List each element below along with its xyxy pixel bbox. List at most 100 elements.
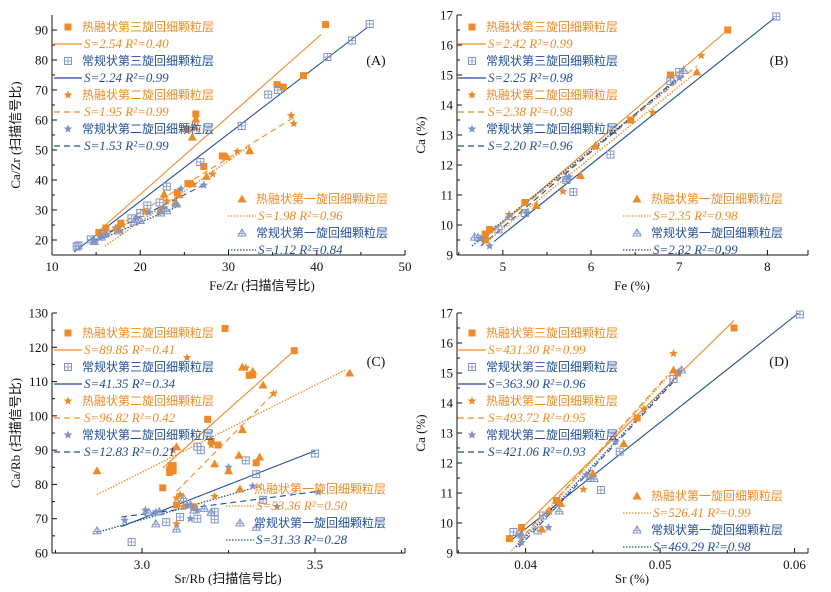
legend-entry: 常规状第一旋回细颗粒层 S=1.12 R²=0.84 <box>228 225 388 257</box>
y-tick-label: 16 <box>440 38 454 53</box>
data-point-cross <box>92 526 101 534</box>
y-tick-label: 10 <box>440 516 453 531</box>
legend-entry: 热融状第二旋回细颗粒层 S=96.82 R²=0.42 <box>54 393 214 425</box>
data-point <box>521 199 529 206</box>
data-point-cross <box>633 526 641 533</box>
data-point <box>258 380 268 389</box>
data-point <box>172 442 182 451</box>
x-tick-label: 10 <box>46 259 59 274</box>
x-tick-label: 5 <box>500 259 507 274</box>
data-point <box>95 229 103 236</box>
legend-entry: 热融状第一旋回细颗粒层 S=53.36 R²=0.50 <box>226 481 386 513</box>
legend-entry: 常规状第三旋回细颗粒层 S=2.25 R²=0.98 <box>458 53 618 85</box>
fit-line <box>73 26 369 253</box>
legend-entry: 热融状第二旋回细颗粒层 S=1.95 R²=0.99 <box>54 87 214 119</box>
legend-entry: 常规状第一旋回细颗粒层 S=31.33 R²=0.28 <box>226 515 386 547</box>
panel-label: (C) <box>367 355 386 370</box>
legend-label: 常规状第一旋回细颗粒层 <box>651 225 783 240</box>
data-point <box>182 353 192 362</box>
legend-label: 热融状第一旋回细颗粒层 <box>651 191 783 206</box>
data-point-cross <box>136 216 145 224</box>
legend-label: 常规状第一旋回细颗粒层 <box>254 515 386 530</box>
data-point-cross <box>172 525 181 532</box>
data-point-cross <box>156 209 165 216</box>
data-point-cross <box>176 513 184 521</box>
x-axis-title: Fe/Zr (扫描信号比) <box>209 278 315 293</box>
legend-label: 常规状第二旋回细颗粒层 <box>486 121 618 136</box>
data-point-cross <box>207 508 216 516</box>
legend-stat: S=469.29 R²=0.98 <box>653 539 751 554</box>
data-point-cross <box>200 504 209 512</box>
y-tick-label: 100 <box>29 408 49 423</box>
data-point-cross <box>115 227 124 234</box>
series-points <box>494 12 781 234</box>
x-tick-label: 0.05 <box>649 557 672 572</box>
data-point <box>63 90 73 99</box>
data-point <box>174 190 184 199</box>
data-point <box>553 497 561 504</box>
data-point <box>237 362 247 371</box>
y-tick-label: 50 <box>35 143 48 158</box>
data-point <box>165 461 175 470</box>
data-point-cross <box>162 518 170 526</box>
data-point <box>222 152 232 161</box>
plot-area <box>72 20 374 253</box>
data-point-cross <box>562 174 571 182</box>
series-points <box>537 365 679 533</box>
data-point-cross <box>238 229 246 236</box>
data-point <box>537 524 547 533</box>
data-point <box>619 439 629 447</box>
data-point <box>192 110 200 118</box>
data-point-cross <box>156 199 164 206</box>
data-point <box>141 505 150 514</box>
fit-line <box>518 375 668 542</box>
series-points <box>531 67 702 209</box>
data-point <box>579 484 588 493</box>
y-tick-label: 70 <box>35 511 48 526</box>
data-point-cross <box>311 450 319 458</box>
y-axis-title: Ca/Rb (扫描信号比) <box>8 378 23 488</box>
legend-label: 热融状第二旋回细颗粒层 <box>82 87 214 102</box>
y-tick-label: 9 <box>447 546 454 561</box>
fit-line <box>508 369 675 553</box>
y-tick-label: 15 <box>440 68 453 83</box>
data-point <box>199 180 209 189</box>
y-tick-label: 30 <box>35 203 48 218</box>
data-point-cross <box>193 515 201 523</box>
data-point <box>224 466 233 475</box>
y-tick-label: 90 <box>35 443 48 458</box>
legend-label: 常规状第三旋回细颗粒层 <box>82 359 214 374</box>
legend-label: 热融状第三旋回细颗粒层 <box>82 325 214 340</box>
data-point <box>64 23 72 31</box>
legend-label: 常规状第二旋回细颗粒层 <box>82 427 214 442</box>
data-point-cross <box>366 20 374 28</box>
data-point <box>237 425 247 434</box>
data-point-cross <box>211 515 219 523</box>
y-tick-label: 9 <box>447 248 454 263</box>
data-point-cross <box>772 13 780 20</box>
legend-stat: S=2.35 R²=0.98 <box>653 208 738 223</box>
legend-entry: 热融状第一旋回细颗粒层 S=2.35 R²=0.98 <box>623 191 783 223</box>
data-point <box>632 194 642 203</box>
data-point <box>545 507 555 516</box>
data-point <box>166 468 174 476</box>
series-points <box>516 364 687 539</box>
data-point <box>255 452 265 461</box>
data-point <box>632 491 642 500</box>
y-tick-label: 15 <box>440 366 453 381</box>
data-point-cross <box>196 158 204 166</box>
legend-entry: 热融状第三旋回细颗粒层 S=2.42 R²=0.99 <box>458 19 618 51</box>
data-point <box>517 538 526 547</box>
data-point <box>669 365 679 374</box>
data-point-cross <box>494 226 502 233</box>
data-point-cross <box>144 508 153 516</box>
y-tick-label: 80 <box>35 53 48 68</box>
data-point <box>531 201 541 209</box>
legend-entry: 常规状第一旋回细颗粒层 S=469.29 R²=0.98 <box>623 522 783 554</box>
data-point-cross <box>64 363 72 371</box>
panel-d: 9 10 11 12 13 14 15 16 17 0.04 0.05 0.06 Sr (%) Ca (%… <box>413 306 809 586</box>
data-point-cross <box>597 486 605 494</box>
data-point-cross <box>323 53 331 61</box>
fit-line <box>121 450 316 528</box>
